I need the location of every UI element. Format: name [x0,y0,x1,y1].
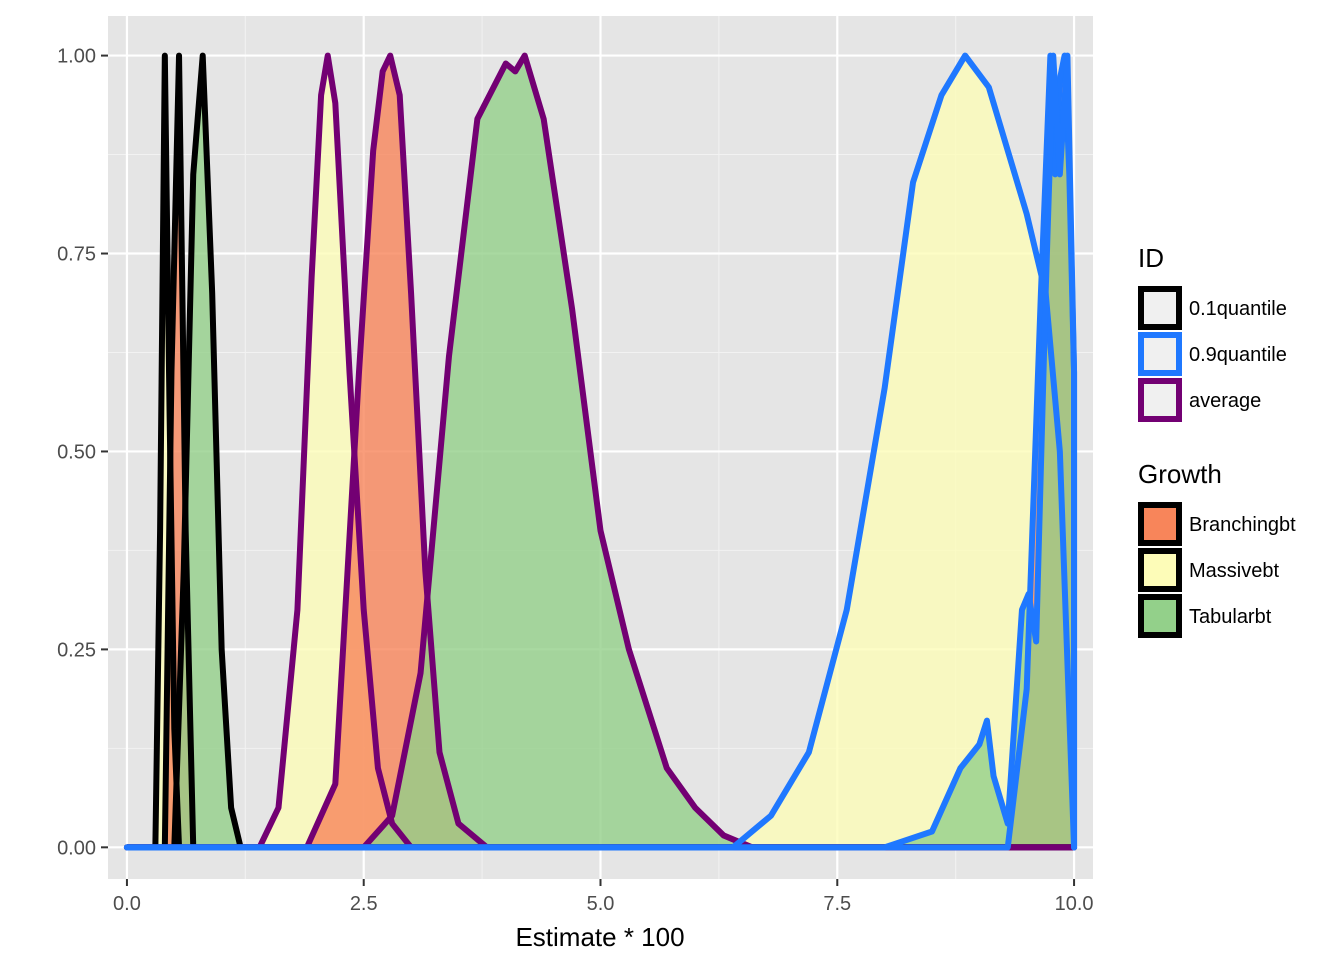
density-line-average-Tabularbt [123,52,1078,851]
x-tick-label: 0.0 [113,893,141,915]
x-tick-label: 7.5 [823,893,851,915]
legend-title: ID [1138,243,1164,273]
legends: ID 0.1quantile 0.9quantile average Growth Bra… [1138,243,1296,638]
y-tick-label: 0.50 [57,441,96,463]
legend-key [1138,286,1182,330]
y-axis: 0.00 0.25 0.50 0.75 1.00 [57,46,108,859]
legend-key [1138,502,1182,546]
density-line-0.9quantile-Tabularbt [123,52,1078,851]
density-lines [123,52,1078,851]
density-line-0.1quantile-Tabularbt [123,52,1078,851]
legend-label: Tabularbt [1189,606,1272,628]
density-area-average-Branchingbt [306,55,487,848]
density-area-average-Tabularbt [363,55,753,848]
density-line-0.1quantile-Massivebt [123,52,1078,851]
legend-label: 0.1quantile [1189,298,1287,320]
legend-key [1138,378,1182,422]
x-axis: 0.0 2.5 5.0 7.5 10.0 [113,879,1094,915]
legend-label: Branchingbt [1189,514,1296,536]
y-tick-label: 1.00 [57,46,96,68]
density-area-average-Massivebt [259,55,412,848]
legend-key [1138,594,1182,638]
density-line-average-Branchingbt [123,52,1078,851]
legend-label: 0.9quantile [1189,344,1287,366]
y-tick-label: 0.00 [57,837,96,859]
x-tick-label: 2.5 [350,893,378,915]
legend-title: Growth [1138,459,1222,489]
x-tick-label: 10.0 [1055,893,1094,915]
x-axis-title: Estimate * 100 [515,922,684,952]
legend-key [1138,548,1182,592]
legend-label: Massivebt [1189,560,1279,582]
legend-key [1138,332,1182,376]
x-tick-label: 5.0 [587,893,615,915]
y-tick-label: 0.75 [57,244,96,266]
y-tick-label: 0.25 [57,639,96,661]
legend-label: average [1189,390,1261,412]
density-area-0.9quantile-Massivebt [733,55,1075,848]
